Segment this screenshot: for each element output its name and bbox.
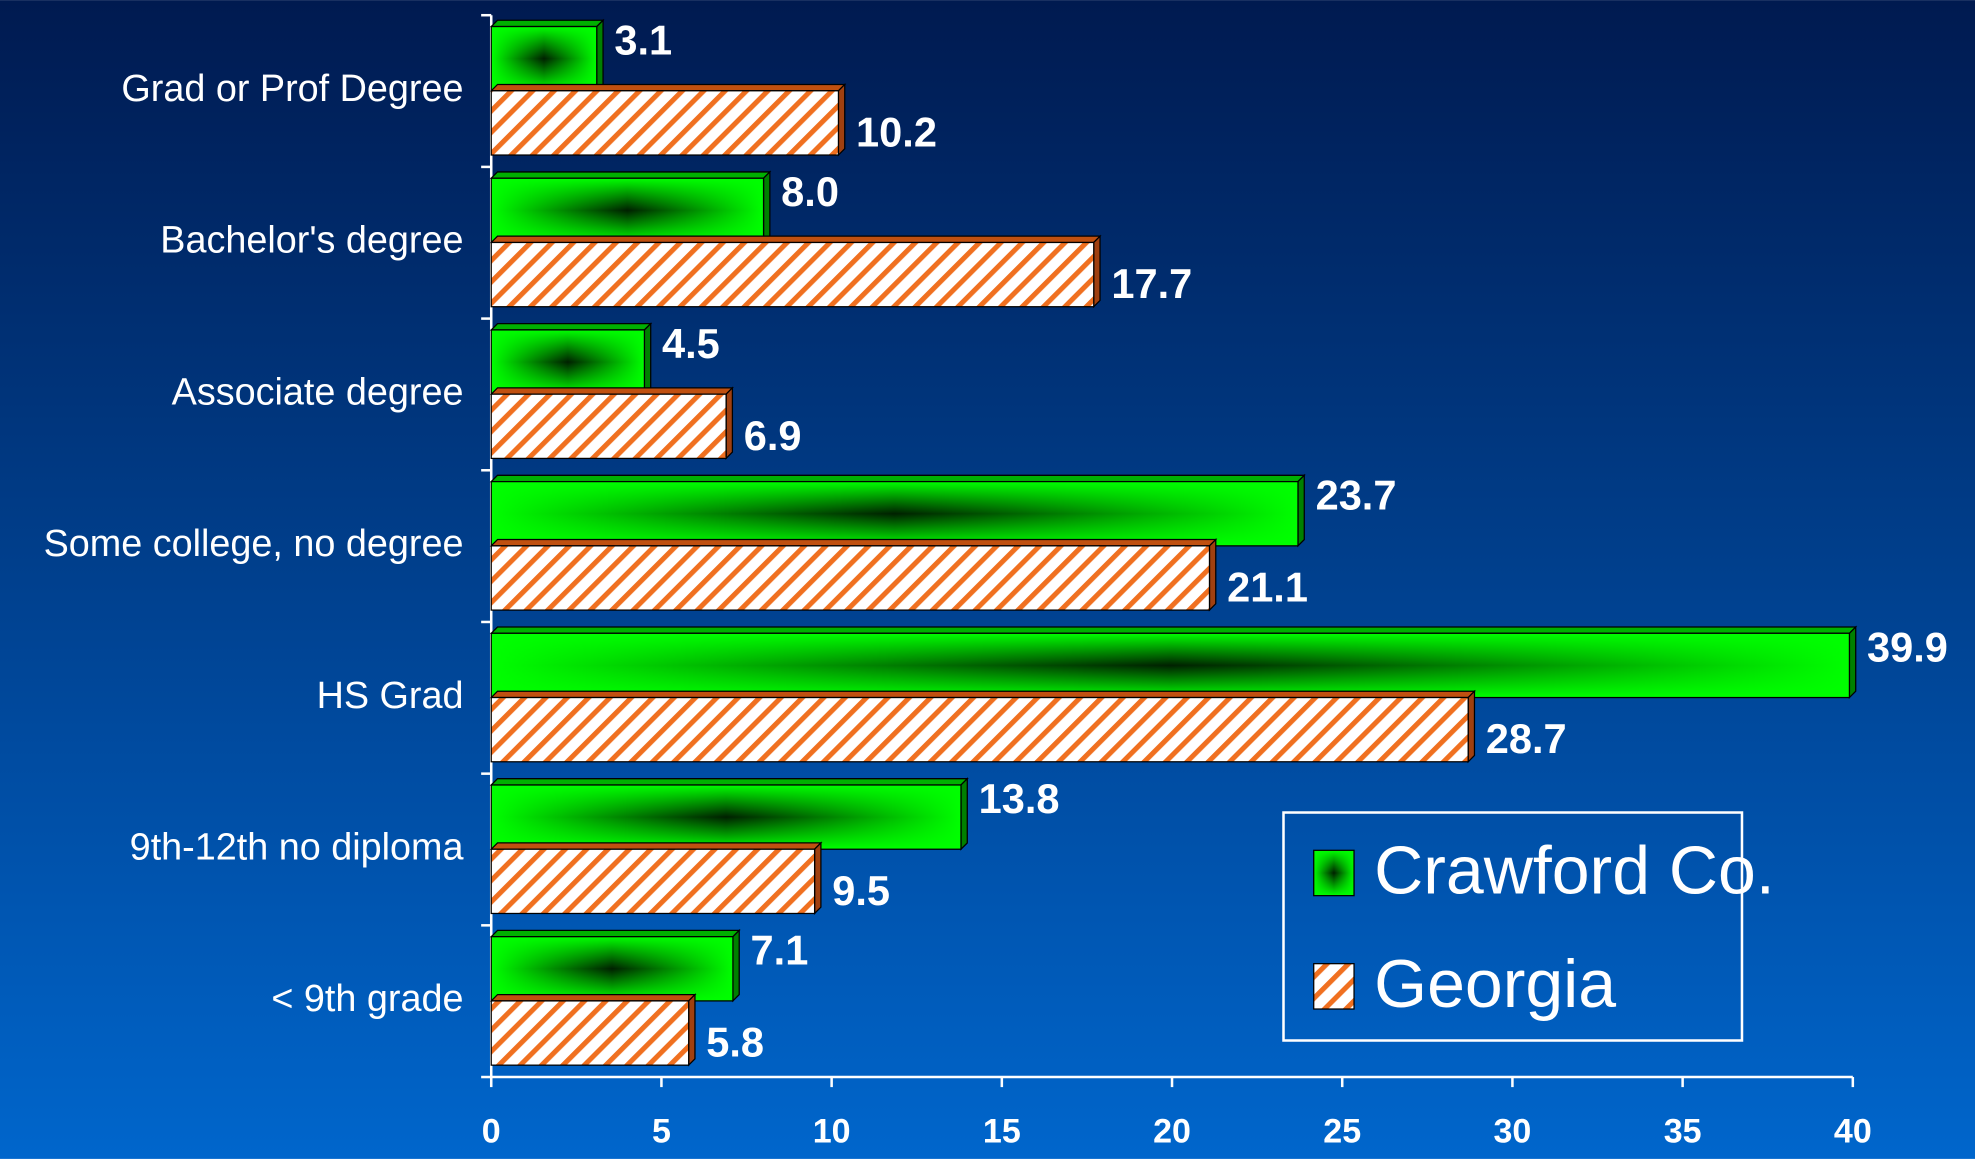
bar-side <box>1848 625 1857 700</box>
bar-top <box>489 538 1218 547</box>
bar-face-shade <box>490 480 1299 547</box>
legend-swatch-shade <box>1313 849 1355 897</box>
bar-face-shade <box>490 177 765 244</box>
bar-face <box>490 241 1095 308</box>
bar-top <box>489 387 734 395</box>
x-tick-label: 40 <box>1834 1113 1872 1151</box>
state-bar <box>489 689 1476 764</box>
x-tick-label: 20 <box>1153 1113 1191 1151</box>
bar-face-shade <box>490 784 962 850</box>
county-bar <box>489 18 605 93</box>
legend-label: Georgia <box>1374 946 1616 1022</box>
bar-side <box>837 82 846 157</box>
bar-top <box>489 842 823 850</box>
state-bar <box>489 993 697 1067</box>
bar-side <box>1208 538 1217 612</box>
value-label: 6.9 <box>744 412 802 459</box>
bar-side <box>725 386 734 460</box>
state-bar <box>489 538 1218 612</box>
state-bar <box>489 386 734 460</box>
bar-top <box>489 322 653 331</box>
bar-face <box>490 696 1469 763</box>
bar-top <box>489 993 697 1002</box>
x-tick-label: 5 <box>652 1113 671 1151</box>
value-label: 4.5 <box>662 320 720 367</box>
value-label: 13.8 <box>979 775 1060 822</box>
x-tick-label: 10 <box>813 1113 851 1151</box>
state-bar <box>489 234 1102 309</box>
legend-label: Crawford Co. <box>1374 832 1775 908</box>
county-bar <box>489 473 1306 548</box>
y-tick-label: Bachelor's degree <box>160 220 463 262</box>
bar-side <box>813 841 822 915</box>
x-tick-label: 30 <box>1494 1113 1532 1151</box>
state-bar <box>489 82 847 157</box>
bar-side <box>596 18 604 93</box>
x-tick-label: 0 <box>482 1113 501 1151</box>
x-tick-label: 35 <box>1664 1113 1702 1151</box>
bar-top <box>489 690 1476 699</box>
value-label: 10.2 <box>856 108 937 155</box>
bar-face-shade <box>490 25 598 92</box>
bar-face <box>490 848 816 915</box>
value-label: 21.1 <box>1227 564 1308 611</box>
bar-face <box>490 393 727 460</box>
bar-side <box>1467 689 1476 764</box>
bar-top <box>489 929 741 938</box>
bar-side <box>1297 473 1305 548</box>
x-tick-label: 15 <box>983 1113 1021 1151</box>
bar-side <box>762 170 771 244</box>
bar-top <box>489 235 1102 244</box>
county-bar <box>489 928 741 1003</box>
y-tick-label: HS Grad <box>317 675 464 717</box>
bar-side <box>732 928 740 1003</box>
value-label: 8.0 <box>781 168 839 215</box>
legend-box <box>1282 811 1744 1042</box>
state-bar <box>489 841 823 915</box>
value-label: 17.7 <box>1111 260 1192 307</box>
y-tick-label: Some college, no degree <box>44 523 464 565</box>
y-tick-label: < 9th grade <box>271 978 463 1020</box>
bar-face-shade <box>490 329 646 395</box>
bar-top <box>489 171 772 179</box>
bar-top <box>489 19 605 28</box>
plot-area: 0 5 10 15 20 25 30 35 40 Grad or Prof Degree 3.1 10… <box>44 13 1948 1151</box>
bar-top <box>489 83 847 92</box>
bar-face <box>490 90 840 156</box>
county-bar <box>489 777 969 851</box>
bar-side <box>1093 234 1101 309</box>
x-tick-label: 25 <box>1323 1113 1361 1151</box>
y-tick-label: 9th-12th no diploma <box>130 826 464 868</box>
bar-side <box>643 322 652 396</box>
bar-side <box>960 777 968 851</box>
value-label: 28.7 <box>1486 715 1567 762</box>
bar-side <box>688 993 696 1067</box>
bar-top <box>489 626 1858 634</box>
value-label: 5.8 <box>706 1019 764 1066</box>
bar-face <box>490 545 1211 611</box>
value-label: 3.1 <box>614 17 672 64</box>
bar-face-shade <box>490 936 734 1002</box>
county-bar <box>489 322 653 396</box>
bar-top <box>489 474 1306 483</box>
value-label: 23.7 <box>1316 472 1397 519</box>
y-tick-label: Grad or Prof Degree <box>121 68 463 110</box>
value-label: 39.9 <box>1867 623 1948 670</box>
bar-face <box>490 1000 690 1066</box>
value-label: 7.1 <box>751 927 809 974</box>
bar-face-shade <box>490 632 1851 699</box>
y-tick-label: Associate degree <box>172 371 464 413</box>
county-bar <box>489 625 1858 700</box>
county-bar <box>489 170 772 244</box>
bar-top <box>489 778 969 786</box>
value-label: 9.5 <box>832 867 890 914</box>
legend-swatch <box>1313 963 1355 1010</box>
